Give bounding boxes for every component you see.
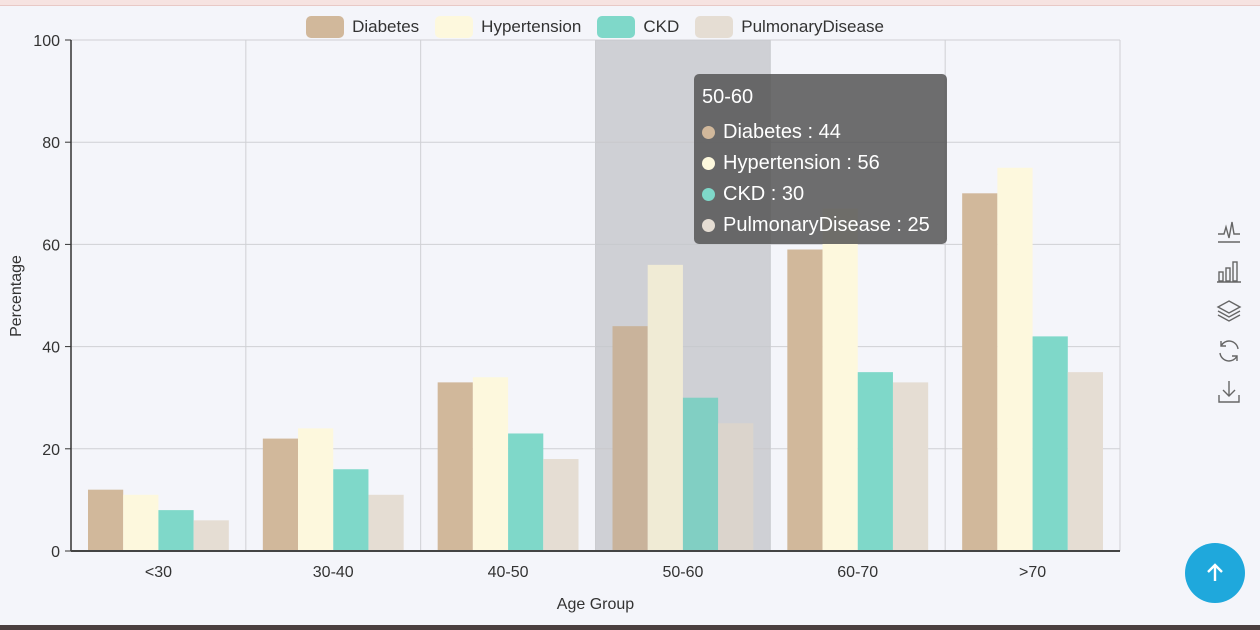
bar-hypertension — [997, 167, 1033, 551]
tooltip-dot — [702, 219, 715, 232]
bar-ckd — [508, 433, 544, 551]
bar-pulmonarydisease — [718, 423, 754, 551]
bar-diabetes — [962, 193, 998, 552]
x-tick-label: 50-60 — [662, 564, 703, 581]
legend-swatch-diabetes — [306, 16, 345, 38]
tooltip-row: Diabetes : 44 — [702, 117, 939, 148]
bar-diabetes — [437, 382, 473, 551]
bar-ckd — [682, 397, 719, 551]
legend-label: PulmonaryDisease — [741, 17, 884, 36]
tooltip-row: Hypertension : 56 — [702, 148, 939, 179]
top-strip — [0, 0, 1260, 6]
scroll-top-button[interactable] — [1185, 543, 1245, 603]
bar-diabetes — [612, 326, 648, 551]
line-chart-icon[interactable] — [1214, 216, 1244, 246]
tooltip-row: CKD : 30 — [702, 179, 939, 210]
y-tick-label: 100 — [33, 33, 60, 50]
bar-pulmonarydisease — [368, 494, 404, 551]
legend-label: CKD — [643, 17, 680, 36]
x-tick-label: 40-50 — [488, 564, 529, 581]
download-icon[interactable] — [1214, 376, 1244, 406]
y-tick-label: 20 — [42, 442, 60, 459]
bar-hypertension — [298, 428, 334, 551]
y-axis-title: Percentage — [8, 255, 25, 337]
tooltip-row: PulmonaryDisease : 25 — [702, 210, 939, 241]
legend-label: Diabetes — [352, 17, 420, 36]
x-tick-label: <30 — [145, 564, 172, 581]
tooltip-title: 50-60 — [702, 86, 754, 108]
legend-item-hypertension[interactable]: Hypertension — [435, 16, 581, 38]
bar-ckd — [158, 510, 194, 551]
bar-pulmonarydisease — [892, 382, 929, 551]
legend-item-diabetes[interactable]: Diabetes — [306, 16, 419, 38]
toolbox — [1214, 216, 1244, 416]
bar-hypertension — [123, 494, 159, 551]
stack-icon[interactable] — [1214, 296, 1244, 326]
x-tick-label: 30-40 — [313, 564, 354, 581]
y-tick-label: 80 — [42, 135, 60, 152]
bar-ckd — [857, 372, 893, 551]
x-axis-title: Age Group — [557, 596, 634, 613]
y-tick-label: 60 — [42, 237, 60, 254]
tooltip-dot — [702, 126, 715, 139]
bar-pulmonarydisease — [543, 459, 579, 551]
bar-ckd — [333, 469, 369, 551]
legend-label: Hypertension — [481, 17, 582, 36]
bar-diabetes — [262, 438, 299, 551]
legend-item-ckd[interactable]: CKD — [597, 16, 679, 38]
legend-swatch-hypertension — [435, 16, 474, 38]
tooltip-dot — [702, 188, 715, 201]
bottom-strip — [0, 625, 1260, 630]
x-tick-label: 60-70 — [837, 564, 878, 581]
legend-swatch-pulmonarydisease — [695, 16, 734, 38]
tooltip-row-label: Diabetes : 44 — [723, 121, 841, 143]
x-tick-label: >70 — [1019, 564, 1046, 581]
arrow-up-icon — [1207, 563, 1223, 581]
bar-diabetes — [88, 489, 124, 551]
bar-chart-icon[interactable] — [1214, 256, 1244, 286]
bar-pulmonarydisease — [1067, 372, 1103, 551]
y-tick-label: 40 — [42, 340, 60, 357]
bar-hypertension — [822, 208, 858, 551]
legend-swatch-ckd — [597, 16, 636, 38]
legend: Diabetes Hypertension CKD PulmonaryDisea… — [0, 16, 1190, 38]
legend-item-pulmonarydisease[interactable]: PulmonaryDisease — [695, 16, 884, 38]
restore-icon[interactable] — [1214, 336, 1244, 366]
tooltip-row-label: Hypertension : 56 — [723, 152, 880, 174]
tooltip-dot — [702, 157, 715, 170]
y-tick-label: 0 — [51, 544, 60, 561]
bar-pulmonarydisease — [193, 520, 229, 551]
bar-ckd — [1032, 336, 1068, 551]
tooltip-row-label: CKD : 30 — [723, 183, 805, 205]
bar-hypertension — [647, 264, 683, 551]
tooltip: 50-60 Diabetes : 44 Hypertension : 56 CK… — [694, 74, 947, 244]
bar-hypertension — [472, 377, 509, 551]
tooltip-row-label: PulmonaryDisease : 25 — [723, 214, 930, 236]
bar-diabetes — [787, 249, 823, 551]
